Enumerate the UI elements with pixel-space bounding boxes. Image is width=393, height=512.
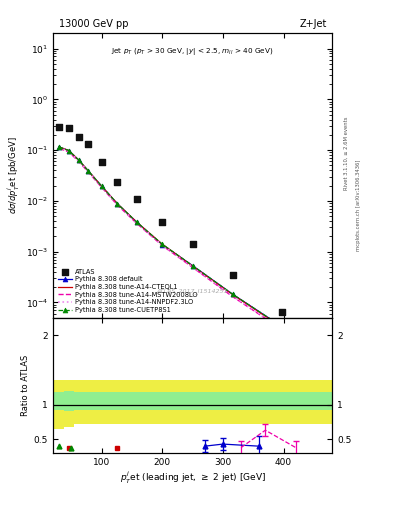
Pythia 8.308 default [57,144,61,150]
Line: Pythia 8.308 tune-CUETP8S1: Pythia 8.308 tune-CUETP8S1 [57,144,316,331]
ATLAS [75,133,82,141]
Pythia 8.308 default [76,157,81,163]
Pythia 8.308 tune-A14-MSTW2008LO [66,149,71,155]
Pythia 8.308 default [230,291,235,297]
Pythia 8.308 tune-A14-NNPDF2.3LO [134,220,139,226]
Pythia 8.308 tune-CUETP8S1 [191,263,196,269]
Pythia 8.308 tune-CUETP8S1 [99,183,104,189]
Pythia 8.308 tune-CUETP8S1 [280,324,285,330]
Pythia 8.308 tune-A14-NNPDF2.3LO [76,158,81,164]
Pythia 8.308 tune-CUETP8S1 [134,219,139,225]
Pythia 8.308 tune-A14-MSTW2008LO [230,293,235,300]
Pythia 8.308 tune-CUETP8S1 [230,291,235,297]
Pythia 8.308 tune-CUETP8S1 [115,201,120,207]
Pythia 8.308 tune-CUETP8S1 [312,326,316,332]
ATLAS [279,308,285,316]
Pythia 8.308 tune-A14-NNPDF2.3LO [86,168,91,175]
Pythia 8.308 tune-A14-MSTW2008LO [115,202,120,208]
Pythia 8.308 tune-CUETP8S1 [76,157,81,163]
ATLAS [159,218,165,226]
Pythia 8.308 tune-A14-NNPDF2.3LO [280,326,285,332]
Legend: ATLAS, Pythia 8.308 default, Pythia 8.308 tune-A14-CTEQL1, Pythia 8.308 tune-A14: ATLAS, Pythia 8.308 default, Pythia 8.30… [56,267,199,314]
ATLAS [230,271,236,279]
Pythia 8.308 tune-A14-CTEQL1 [230,291,235,297]
Pythia 8.308 default [280,324,285,330]
ATLAS [134,195,140,203]
Pythia 8.308 tune-A14-CTEQL1 [160,241,165,247]
Pythia 8.308 default [99,183,104,189]
Line: Pythia 8.308 tune-A14-MSTW2008LO: Pythia 8.308 tune-A14-MSTW2008LO [59,148,314,361]
Pythia 8.308 tune-A14-CTEQL1 [280,325,285,331]
Pythia 8.308 tune-A14-NNPDF2.3LO [160,242,165,248]
Pythia 8.308 tune-A14-NNPDF2.3LO [57,144,61,151]
ATLAS [190,240,196,248]
Pythia 8.308 tune-A14-NNPDF2.3LO [312,358,316,364]
Pythia 8.308 tune-A14-MSTW2008LO [76,158,81,164]
Pythia 8.308 default [160,242,165,248]
Pythia 8.308 tune-A14-CTEQL1 [99,183,104,189]
Pythia 8.308 tune-A14-MSTW2008LO [99,184,104,190]
Pythia 8.308 default [134,219,139,225]
Pythia 8.308 default [191,263,196,269]
Pythia 8.308 default [312,356,316,362]
Pythia 8.308 tune-A14-CTEQL1 [76,157,81,163]
Y-axis label: Ratio to ATLAS: Ratio to ATLAS [21,355,29,416]
Line: Pythia 8.308 default: Pythia 8.308 default [57,144,316,362]
Pythia 8.308 default [86,168,91,174]
Pythia 8.308 default [66,147,71,154]
Pythia 8.308 tune-CUETP8S1 [66,147,71,154]
Pythia 8.308 tune-CUETP8S1 [57,144,61,150]
Pythia 8.308 tune-A14-NNPDF2.3LO [191,264,196,270]
Pythia 8.308 tune-A14-NNPDF2.3LO [66,148,71,154]
Line: Pythia 8.308 tune-A14-CTEQL1: Pythia 8.308 tune-A14-CTEQL1 [59,147,314,360]
Pythia 8.308 tune-A14-CTEQL1 [57,144,61,150]
Pythia 8.308 tune-A14-CTEQL1 [191,263,196,269]
ATLAS [66,124,72,132]
Pythia 8.308 tune-A14-MSTW2008LO [134,220,139,226]
Text: mcplots.cern.ch [arXiv:1306.3436]: mcplots.cern.ch [arXiv:1306.3436] [356,159,361,250]
Text: 13000 GeV pp: 13000 GeV pp [59,19,128,29]
ATLAS [56,123,62,132]
Text: ATLAS_2017_I1514251: ATLAS_2017_I1514251 [157,288,228,293]
Pythia 8.308 tune-A14-CTEQL1 [115,201,120,207]
Text: Rivet 3.1.10, ≥ 2.6M events: Rivet 3.1.10, ≥ 2.6M events [344,117,349,190]
Pythia 8.308 tune-A14-MSTW2008LO [280,327,285,333]
ATLAS [98,158,105,166]
Line: Pythia 8.308 tune-A14-NNPDF2.3LO: Pythia 8.308 tune-A14-NNPDF2.3LO [59,147,314,361]
Pythia 8.308 tune-A14-MSTW2008LO [191,265,196,271]
Pythia 8.308 tune-A14-CTEQL1 [312,357,316,364]
Pythia 8.308 tune-CUETP8S1 [86,168,91,174]
Pythia 8.308 tune-A14-CTEQL1 [134,219,139,225]
Text: Jet $p_{T}$ ($p_{T}$ > 30 GeV, $|y|$ < 2.5, $m_{ll}$ > 40 GeV): Jet $p_{T}$ ($p_{T}$ > 30 GeV, $|y|$ < 2… [111,46,274,57]
Pythia 8.308 tune-A14-MSTW2008LO [160,243,165,249]
Pythia 8.308 default [115,201,120,207]
ATLAS [311,405,317,413]
Y-axis label: $d\sigma/dp^{j}_{T}$et [pb/GeV]: $d\sigma/dp^{j}_{T}$et [pb/GeV] [6,137,22,215]
Pythia 8.308 tune-A14-MSTW2008LO [86,169,91,175]
Text: Z+Jet: Z+Jet [299,19,327,29]
ATLAS [114,178,121,186]
Pythia 8.308 tune-A14-CTEQL1 [66,147,71,154]
X-axis label: $p^{j}_{T}$et (leading jet, $\geq$ 2 jet) [GeV]: $p^{j}_{T}$et (leading jet, $\geq$ 2 jet… [119,470,266,486]
ATLAS [85,140,92,148]
Pythia 8.308 tune-A14-NNPDF2.3LO [230,293,235,299]
Pythia 8.308 tune-A14-NNPDF2.3LO [99,184,104,190]
Pythia 8.308 tune-CUETP8S1 [160,241,165,247]
Pythia 8.308 tune-A14-CTEQL1 [86,168,91,174]
Pythia 8.308 tune-A14-MSTW2008LO [57,145,61,152]
Pythia 8.308 tune-A14-MSTW2008LO [312,358,316,365]
Pythia 8.308 tune-A14-NNPDF2.3LO [115,201,120,207]
